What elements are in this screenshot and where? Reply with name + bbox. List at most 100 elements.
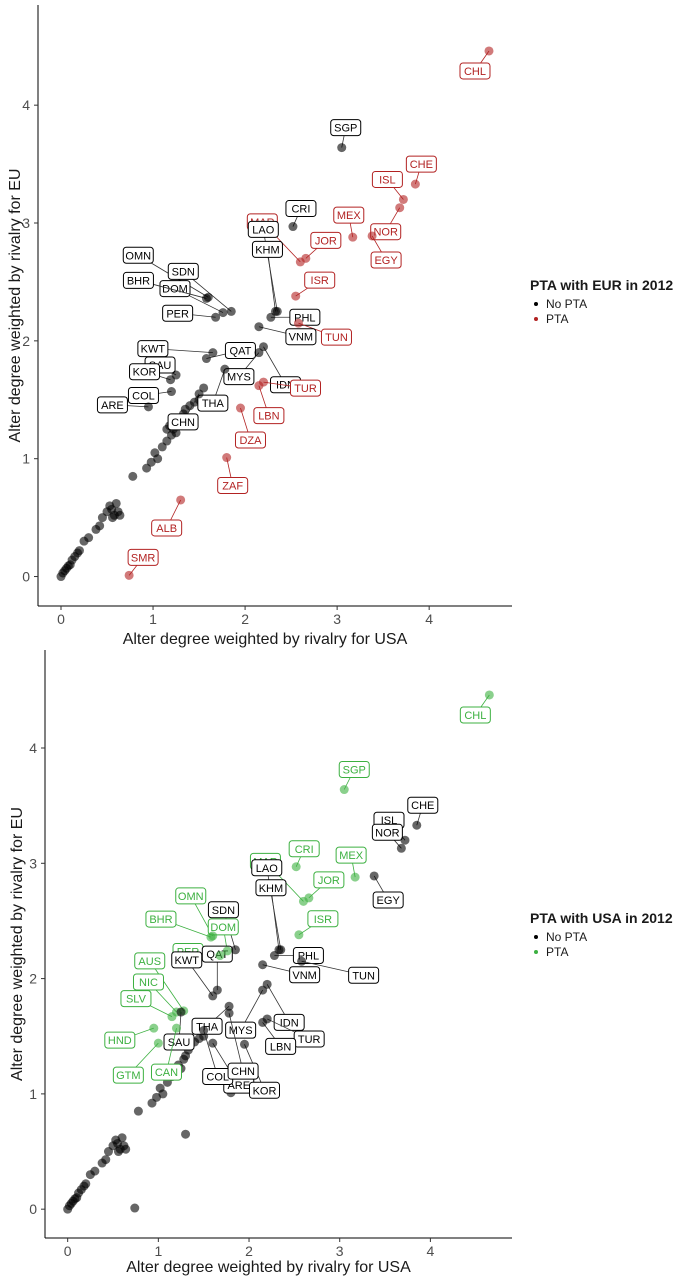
data-point-cri bbox=[291, 862, 301, 872]
data-point-are bbox=[143, 402, 153, 412]
label-box bbox=[132, 973, 164, 991]
label-box bbox=[171, 951, 203, 969]
label-leader-line bbox=[267, 249, 276, 312]
point-label-sdn: SDN bbox=[212, 905, 235, 917]
point-label-khm: KHM bbox=[259, 883, 283, 895]
data-point bbox=[133, 1106, 143, 1116]
legend-key bbox=[534, 935, 538, 939]
label-box bbox=[104, 1031, 136, 1049]
data-point-sau bbox=[176, 1007, 186, 1017]
data-point bbox=[101, 1155, 111, 1165]
point-label-omn: OMN bbox=[125, 250, 151, 262]
data-point-mys bbox=[254, 348, 264, 358]
data-point-per bbox=[211, 312, 221, 322]
point-label-zaf: ZAF bbox=[222, 481, 243, 493]
point-label-tun: TUN bbox=[352, 970, 375, 982]
data-point bbox=[74, 546, 84, 556]
legend-label: No PTA bbox=[546, 930, 587, 944]
y-tick-label: 3 bbox=[22, 215, 30, 231]
data-point-che bbox=[410, 179, 420, 189]
y-tick-label: 4 bbox=[22, 97, 30, 113]
point-label-mex: MEX bbox=[339, 850, 364, 862]
data-point-tha bbox=[220, 364, 230, 374]
point-label-isr: ISR bbox=[314, 914, 332, 926]
data-point bbox=[171, 428, 181, 438]
point-label-kor: KOR bbox=[253, 1085, 277, 1097]
scatter-panel-2: 0 1 2 3 4 0 1 2 3 4 Alter degree weighted by rival… bbox=[9, 650, 673, 1276]
label-box bbox=[285, 200, 317, 218]
point-label-mys: MYS bbox=[229, 1025, 253, 1037]
label-box bbox=[122, 246, 154, 264]
label-box bbox=[265, 1037, 297, 1055]
data-point-sdn bbox=[230, 945, 240, 955]
label-box bbox=[407, 796, 439, 814]
data-point-qat bbox=[212, 985, 222, 995]
point-label-tur: TUR bbox=[298, 1034, 321, 1046]
data-point bbox=[121, 1144, 131, 1154]
label-box bbox=[459, 62, 491, 80]
legend-key bbox=[534, 317, 538, 321]
data-point-are bbox=[208, 1038, 218, 1048]
label-box bbox=[459, 706, 491, 724]
label-box bbox=[122, 271, 154, 289]
label-box bbox=[310, 231, 342, 249]
point-label-aus: AUS bbox=[138, 956, 161, 968]
label-box bbox=[304, 271, 336, 289]
label-box bbox=[348, 966, 380, 984]
data-point-chn bbox=[224, 1008, 234, 1018]
point-label-egy: EGY bbox=[374, 255, 398, 267]
label-box bbox=[96, 396, 128, 414]
data-point-phl bbox=[269, 951, 279, 961]
point-label-dom: DOM bbox=[210, 922, 236, 934]
data-point-dom bbox=[222, 946, 232, 956]
point-label-kwt: KWT bbox=[141, 344, 166, 356]
label-box bbox=[162, 304, 194, 322]
point-label-nor: NOR bbox=[373, 227, 398, 239]
data-point bbox=[181, 1129, 191, 1139]
y-tick-label: 0 bbox=[22, 569, 30, 585]
point-label-bhr: BHR bbox=[127, 275, 150, 287]
point-label-isl: ISL bbox=[379, 174, 396, 186]
point-label-gtm: GTM bbox=[116, 1070, 140, 1082]
data-point-vnm bbox=[258, 960, 268, 970]
data-point bbox=[115, 510, 125, 520]
data-point-tun bbox=[293, 318, 303, 328]
data-point-sgp bbox=[337, 143, 347, 153]
x-axis-title: Alter degree weighted by rivalry for USA bbox=[126, 1259, 411, 1276]
label-leader-line bbox=[270, 887, 280, 950]
point-label-col: COL bbox=[206, 1071, 229, 1083]
label-box bbox=[251, 859, 283, 877]
label-box bbox=[371, 823, 403, 841]
point-label-tur: TUR bbox=[294, 383, 317, 395]
label-box bbox=[289, 379, 321, 397]
label-box bbox=[159, 280, 191, 298]
point-label-omn: OMN bbox=[178, 891, 204, 903]
point-label-alb: ALB bbox=[156, 523, 177, 535]
data-point-vnm bbox=[254, 322, 264, 332]
data-point-cri bbox=[288, 222, 298, 232]
point-label-mys: MYS bbox=[227, 372, 251, 384]
x-axis-title: Alter degree weighted by rivalry for USA bbox=[123, 631, 408, 648]
label-box bbox=[405, 155, 437, 173]
label-box bbox=[167, 262, 199, 280]
point-label-sau: SAU bbox=[168, 1037, 191, 1049]
label-box bbox=[150, 1063, 182, 1081]
y-tick-label: 2 bbox=[22, 333, 30, 349]
data-point bbox=[90, 1166, 100, 1176]
label-box bbox=[313, 871, 345, 889]
data-point-isr bbox=[291, 291, 301, 301]
point-label-sgp: SGP bbox=[334, 123, 357, 135]
data-point-nor bbox=[396, 843, 406, 853]
data-point-mex bbox=[350, 872, 360, 882]
label-box bbox=[207, 918, 239, 936]
point-label-nor: NOR bbox=[375, 827, 400, 839]
data-point-nor bbox=[395, 203, 405, 213]
label-box bbox=[255, 879, 287, 897]
label-box bbox=[338, 761, 370, 779]
label-box bbox=[112, 1066, 144, 1084]
label-box bbox=[307, 910, 339, 928]
label-box bbox=[371, 170, 403, 188]
data-point-isl bbox=[400, 835, 410, 845]
